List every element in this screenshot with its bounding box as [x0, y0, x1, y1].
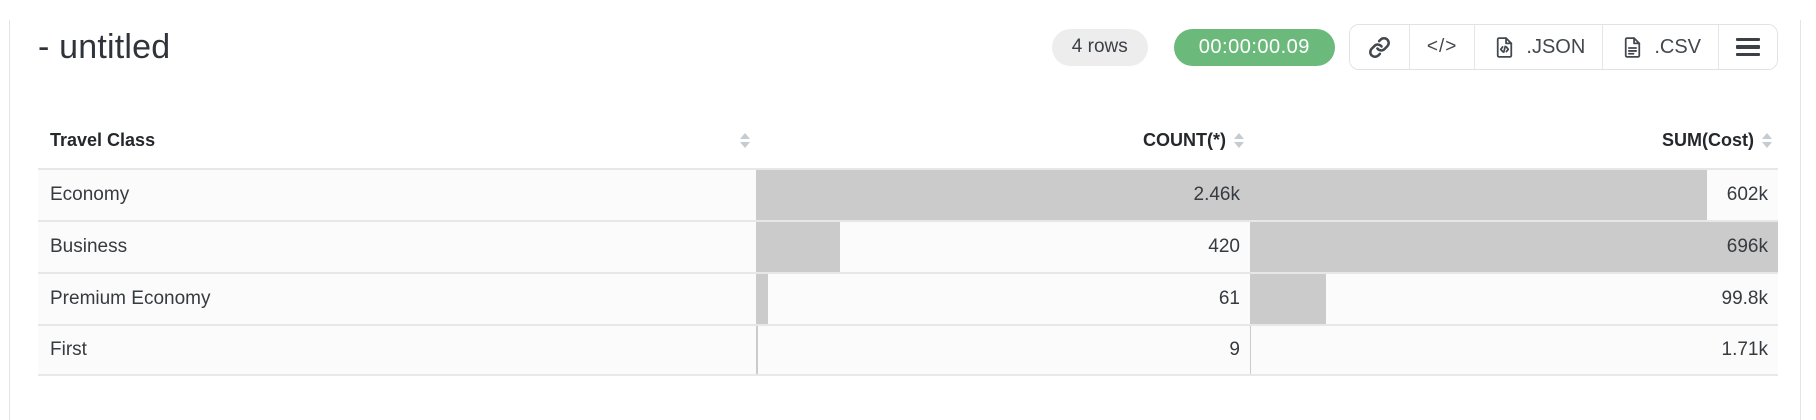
data-bar — [756, 222, 841, 272]
csv-file-icon — [1620, 35, 1645, 60]
result-header-bar: - untitled 4 rows 00:00:00.09 </> — [38, 20, 1778, 74]
table-row: Economy 2.46k 602k — [38, 168, 1778, 220]
cell-value: 602k — [1726, 184, 1768, 205]
data-bar — [756, 274, 769, 324]
cell-value: 420 — [1208, 236, 1240, 257]
json-file-icon — [1492, 35, 1517, 60]
menu-button[interactable] — [1718, 25, 1777, 69]
hamburger-menu-icon — [1736, 37, 1760, 57]
sort-icon[interactable] — [1762, 132, 1772, 148]
copy-link-button[interactable] — [1349, 25, 1409, 69]
query-duration-badge: 00:00:00.09 — [1173, 28, 1335, 66]
data-bar — [756, 326, 758, 374]
cell-value: 99.8k — [1721, 288, 1768, 309]
sort-icon[interactable] — [740, 132, 750, 148]
link-icon — [1367, 35, 1392, 60]
column-header-label: Travel Class — [50, 129, 156, 150]
cell-value: Premium Economy — [50, 288, 211, 309]
cell-count: 61 — [756, 274, 1250, 324]
cell-sum: 602k — [1250, 170, 1778, 220]
column-header-label: SUM(Cost) — [1662, 129, 1754, 150]
code-icon: </> — [1426, 36, 1458, 57]
data-bar — [1250, 274, 1326, 324]
column-header-sum[interactable]: SUM(Cost) — [1250, 130, 1778, 151]
data-bar — [1250, 222, 1778, 272]
cell-value: 9 — [1229, 339, 1240, 360]
cell-sum: 99.8k — [1250, 274, 1778, 324]
row-count-badge: 4 rows — [1051, 28, 1148, 66]
cell-sum: 1.71k — [1250, 326, 1778, 374]
cell-value: 2.46k — [1193, 184, 1240, 205]
column-header-count[interactable]: COUNT(*) — [756, 130, 1250, 151]
table-row: First 9 1.71k — [38, 324, 1778, 376]
cell-count: 9 — [756, 326, 1250, 374]
cell-value: 61 — [1218, 288, 1240, 309]
column-header-travel-class[interactable]: Travel Class — [38, 130, 756, 151]
export-button-group: </> .JSON — [1348, 24, 1778, 70]
cell-value: Economy — [50, 184, 130, 205]
pane-divider-left — [9, 20, 10, 420]
column-header-label: COUNT(*) — [1143, 129, 1226, 150]
cell-travel-class: Business — [38, 222, 756, 272]
cell-value: First — [50, 339, 87, 360]
export-csv-label: .CSV — [1654, 35, 1701, 58]
cell-sum: 696k — [1250, 222, 1778, 272]
table-header-row: Travel Class COUNT(*) SUM(Cost) — [38, 112, 1778, 168]
cell-count: 420 — [756, 222, 1250, 272]
result-toolbar: 4 rows 00:00:00.09 </> — [1051, 24, 1778, 70]
result-table: Travel Class COUNT(*) SUM(Cost) Economy — [38, 112, 1778, 376]
data-bar — [756, 170, 1250, 220]
cell-travel-class: Premium Economy — [38, 274, 756, 324]
query-result-pane: - untitled 4 rows 00:00:00.09 </> — [0, 20, 1816, 376]
cell-value: 696k — [1726, 236, 1768, 257]
cell-value: 1.71k — [1721, 339, 1768, 360]
export-json-label: .JSON — [1526, 35, 1586, 58]
cell-value: Business — [50, 236, 128, 257]
table-row: Premium Economy 61 99.8k — [38, 272, 1778, 324]
cell-count: 2.46k — [756, 170, 1250, 220]
data-bar — [1250, 170, 1707, 220]
export-json-button[interactable]: .JSON — [1474, 25, 1603, 69]
pane-divider-right — [1800, 20, 1801, 420]
data-bar — [1250, 326, 1252, 374]
view-sql-button[interactable]: </> — [1408, 25, 1475, 69]
cell-travel-class: Economy — [38, 170, 756, 220]
export-csv-button[interactable]: .CSV — [1602, 25, 1718, 69]
cell-travel-class: First — [38, 326, 756, 374]
page-title: - untitled — [38, 27, 171, 66]
table-body: Economy 2.46k 602k Business 420 — [38, 168, 1778, 376]
table-row: Business 420 696k — [38, 220, 1778, 272]
sort-icon[interactable] — [1234, 132, 1244, 148]
